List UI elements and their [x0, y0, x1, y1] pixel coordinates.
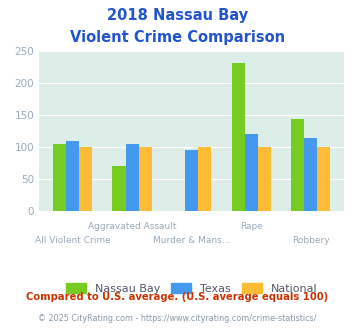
Text: Robbery: Robbery [292, 236, 330, 245]
Bar [258, 147, 271, 211]
Text: Compared to U.S. average. (U.S. average equals 100): Compared to U.S. average. (U.S. average … [26, 292, 329, 302]
Bar [304, 138, 317, 211]
Bar [198, 147, 211, 211]
Text: 2018 Nassau Bay: 2018 Nassau Bay [107, 8, 248, 23]
Legend: Nassau Bay, Texas, National: Nassau Bay, Texas, National [66, 283, 317, 294]
Text: Violent Crime Comparison: Violent Crime Comparison [70, 30, 285, 45]
Bar [291, 119, 304, 211]
Text: Murder & Mans...: Murder & Mans... [153, 236, 230, 245]
Bar [185, 150, 198, 211]
Bar [113, 166, 126, 211]
Bar [231, 63, 245, 211]
Bar [139, 147, 152, 211]
Text: All Violent Crime: All Violent Crime [35, 236, 110, 245]
Text: Rape: Rape [240, 222, 263, 231]
Bar [126, 144, 139, 211]
Bar [79, 147, 92, 211]
Text: Aggravated Assault: Aggravated Assault [88, 222, 176, 231]
Text: © 2025 CityRating.com - https://www.cityrating.com/crime-statistics/: © 2025 CityRating.com - https://www.city… [38, 314, 317, 323]
Bar [317, 147, 331, 211]
Bar [66, 142, 79, 211]
Bar [245, 134, 258, 211]
Bar [53, 144, 66, 211]
